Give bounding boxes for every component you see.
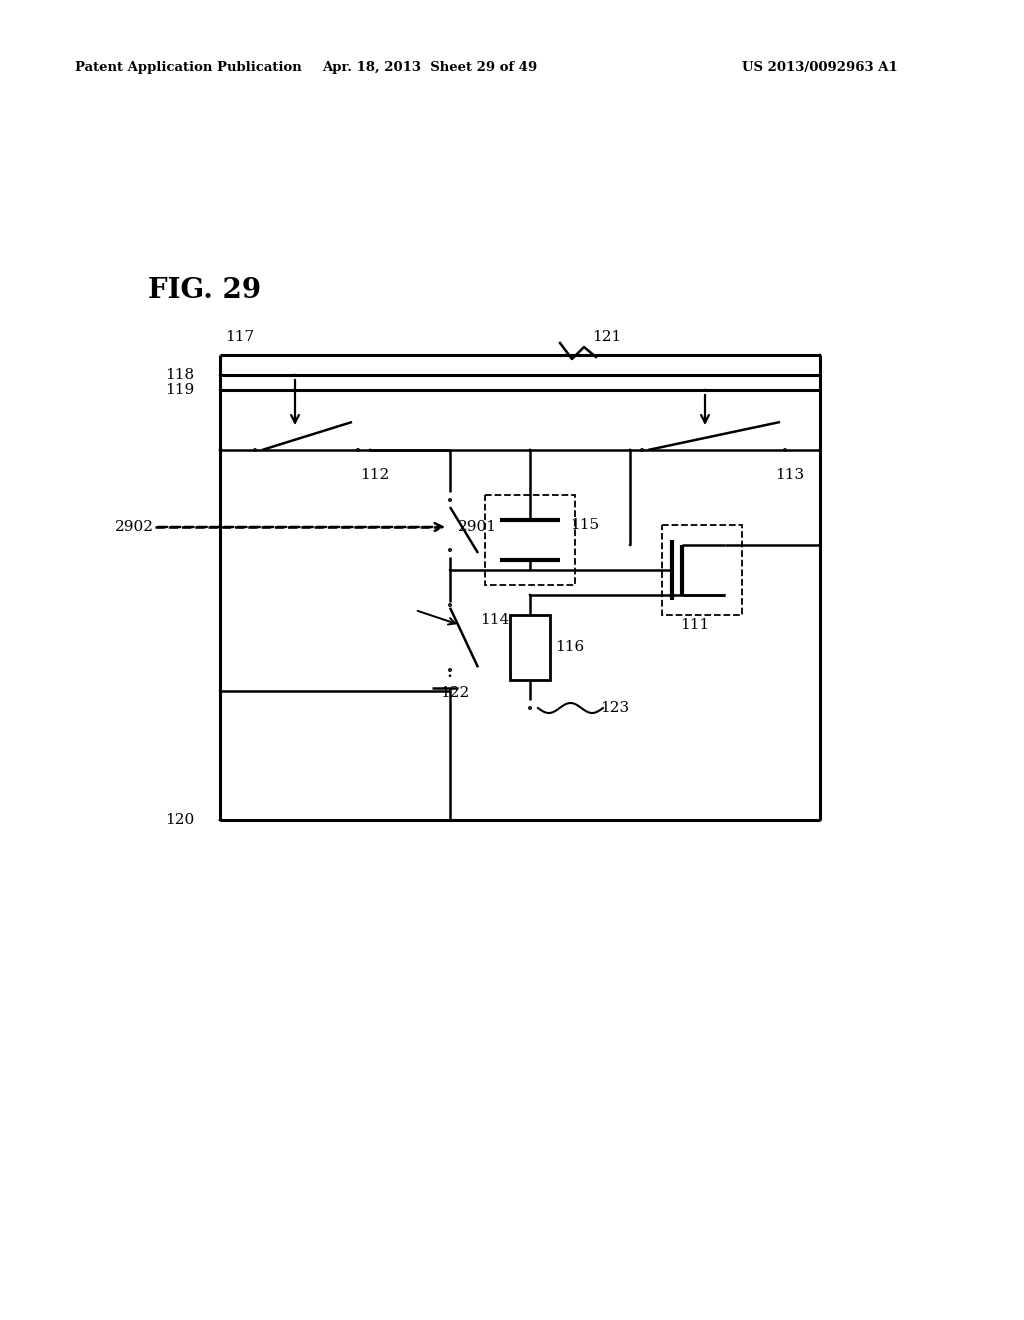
Text: 119: 119 xyxy=(165,383,195,397)
Text: 116: 116 xyxy=(555,640,585,653)
Bar xyxy=(662,525,742,615)
Circle shape xyxy=(529,708,530,709)
Text: 120: 120 xyxy=(165,813,195,828)
Circle shape xyxy=(450,669,451,671)
Text: 122: 122 xyxy=(440,685,469,700)
Text: 111: 111 xyxy=(680,618,710,632)
Circle shape xyxy=(450,549,451,550)
Text: 114: 114 xyxy=(480,612,509,627)
Text: 118: 118 xyxy=(165,368,195,381)
Text: 123: 123 xyxy=(600,701,629,715)
Text: 112: 112 xyxy=(360,469,389,482)
Text: US 2013/0092963 A1: US 2013/0092963 A1 xyxy=(742,62,898,74)
Circle shape xyxy=(784,449,785,450)
Text: 2901: 2901 xyxy=(458,520,497,535)
Bar xyxy=(510,615,550,680)
Circle shape xyxy=(357,449,358,450)
Circle shape xyxy=(450,499,451,500)
Bar xyxy=(485,495,575,585)
Circle shape xyxy=(450,605,451,606)
Text: 113: 113 xyxy=(775,469,804,482)
Text: 117: 117 xyxy=(225,330,254,345)
Text: Apr. 18, 2013  Sheet 29 of 49: Apr. 18, 2013 Sheet 29 of 49 xyxy=(323,62,538,74)
Text: FIG. 29: FIG. 29 xyxy=(148,276,261,304)
Text: 2902: 2902 xyxy=(115,520,154,535)
Text: Patent Application Publication: Patent Application Publication xyxy=(75,62,302,74)
Circle shape xyxy=(641,449,643,450)
Text: 115: 115 xyxy=(570,517,599,532)
Circle shape xyxy=(254,449,256,450)
Text: 121: 121 xyxy=(592,330,622,345)
